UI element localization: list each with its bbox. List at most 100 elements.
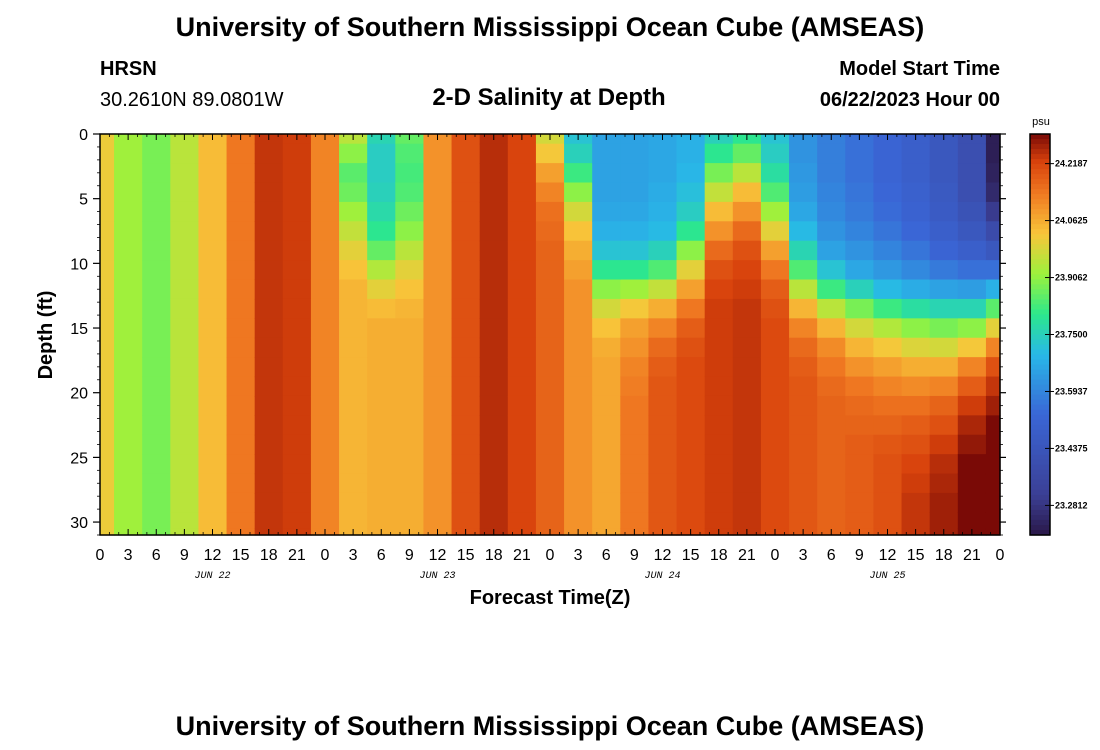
heatmap-cell — [704, 434, 734, 455]
heatmap-cell — [732, 512, 762, 530]
heatmap-cell — [367, 357, 396, 378]
heatmap-cell — [676, 492, 706, 513]
heatmap-cell — [732, 221, 762, 242]
heatmap-cell — [114, 143, 143, 164]
heatmap-cell — [957, 298, 987, 319]
heatmap-cell — [100, 163, 115, 184]
heatmap-cell — [114, 163, 143, 184]
heatmap-cell — [423, 512, 453, 530]
colorbar-segment — [1030, 389, 1050, 396]
heatmap-cell — [704, 492, 734, 513]
heatmap-cell — [479, 143, 509, 164]
heatmap-cell — [985, 376, 1001, 397]
heatmap-cell — [310, 473, 340, 494]
heatmap-cell — [226, 163, 256, 184]
day-label: JUN 25 — [869, 571, 905, 582]
heatmap-cell — [704, 298, 734, 319]
x-tick-label: 9 — [630, 547, 639, 564]
x-tick-label: 12 — [429, 547, 447, 564]
heatmap-cell — [901, 143, 931, 164]
heatmap-cell — [339, 298, 368, 319]
heatmap-cell — [367, 163, 396, 184]
y-tick-label: 15 — [70, 321, 88, 338]
heatmap-cell — [929, 376, 959, 397]
heatmap-cell — [704, 163, 734, 184]
heatmap-cell — [648, 337, 678, 358]
heatmap-cell — [564, 201, 593, 222]
heatmap-cell — [564, 434, 593, 455]
heatmap-cell — [620, 337, 650, 358]
x-tick-label: 12 — [879, 547, 897, 564]
heatmap-cell — [985, 395, 1001, 416]
x-tick-label: 0 — [996, 547, 1005, 564]
heatmap-cell — [760, 376, 790, 397]
heatmap-cell — [142, 298, 171, 319]
heatmap-cell — [985, 454, 1001, 475]
heatmap-cell — [142, 318, 171, 339]
heatmap-cell — [957, 357, 987, 378]
colorbar-units: psu — [1032, 116, 1050, 128]
heatmap-cell — [676, 337, 706, 358]
colorbar-segment — [1030, 404, 1050, 411]
colorbar-segment — [1030, 279, 1050, 285]
colorbar-tick-label: 23.4375 — [1055, 443, 1088, 453]
heatmap-cell — [170, 182, 200, 203]
colorbar-segment — [1030, 274, 1050, 280]
heatmap-cell — [789, 298, 818, 319]
heatmap-cell — [817, 221, 846, 242]
heatmap-cell — [254, 512, 284, 530]
x-tick-label: 0 — [96, 547, 105, 564]
heatmap-cell — [901, 318, 931, 339]
heatmap-cell — [817, 201, 846, 222]
colorbar-segment — [1030, 409, 1050, 416]
heatmap-cell — [817, 357, 846, 378]
heatmap-cell — [282, 318, 312, 339]
heatmap-cell — [339, 376, 368, 397]
heatmap-cell — [114, 260, 143, 281]
heatmap-cell — [985, 415, 1001, 436]
heatmap-cell — [648, 512, 678, 530]
heatmap-cell — [873, 415, 903, 436]
colorbar-segment — [1030, 304, 1050, 311]
heatmap-cell — [310, 201, 340, 222]
colorbar-segment — [1030, 289, 1050, 295]
heatmap-cell — [451, 279, 481, 300]
heatmap-cell — [985, 357, 1001, 378]
heatmap-cell — [564, 143, 593, 164]
heatmap-cell — [760, 434, 790, 455]
heatmap-cell — [198, 492, 228, 513]
colorbar-segment — [1030, 294, 1050, 301]
heatmap-cell — [170, 240, 200, 261]
heatmap-cell — [648, 260, 678, 281]
heatmap-cell — [423, 318, 453, 339]
heatmap-cell — [226, 415, 256, 436]
heatmap-cell — [564, 318, 593, 339]
heatmap-cell — [395, 376, 425, 397]
colorbar-segment — [1030, 444, 1050, 451]
heatmap-cell — [423, 376, 453, 397]
heatmap-cell — [929, 260, 959, 281]
heatmap-cell — [423, 298, 453, 319]
heatmap-cell — [535, 279, 565, 300]
heatmap-cell — [507, 163, 537, 184]
heatmap-cell — [873, 298, 903, 319]
heatmap-cell — [254, 434, 284, 455]
colorbar-segment — [1030, 529, 1050, 536]
heatmap-cell — [367, 279, 396, 300]
heatmap-cell — [760, 473, 790, 494]
colorbar-segment — [1030, 459, 1050, 466]
heatmap-cell — [901, 454, 931, 475]
colorbar-segment — [1030, 174, 1050, 180]
heatmap-cell — [985, 182, 1001, 203]
heatmap-cell — [226, 357, 256, 378]
heatmap-cell — [704, 454, 734, 475]
heatmap-cell — [451, 201, 481, 222]
colorbar-segment — [1030, 319, 1050, 326]
heatmap-cell — [592, 201, 621, 222]
heatmap-cell — [100, 473, 115, 494]
heatmap-cell — [254, 454, 284, 475]
heatmap-cell — [985, 318, 1001, 339]
heatmap-cell — [760, 279, 790, 300]
heatmap-cell — [226, 337, 256, 358]
